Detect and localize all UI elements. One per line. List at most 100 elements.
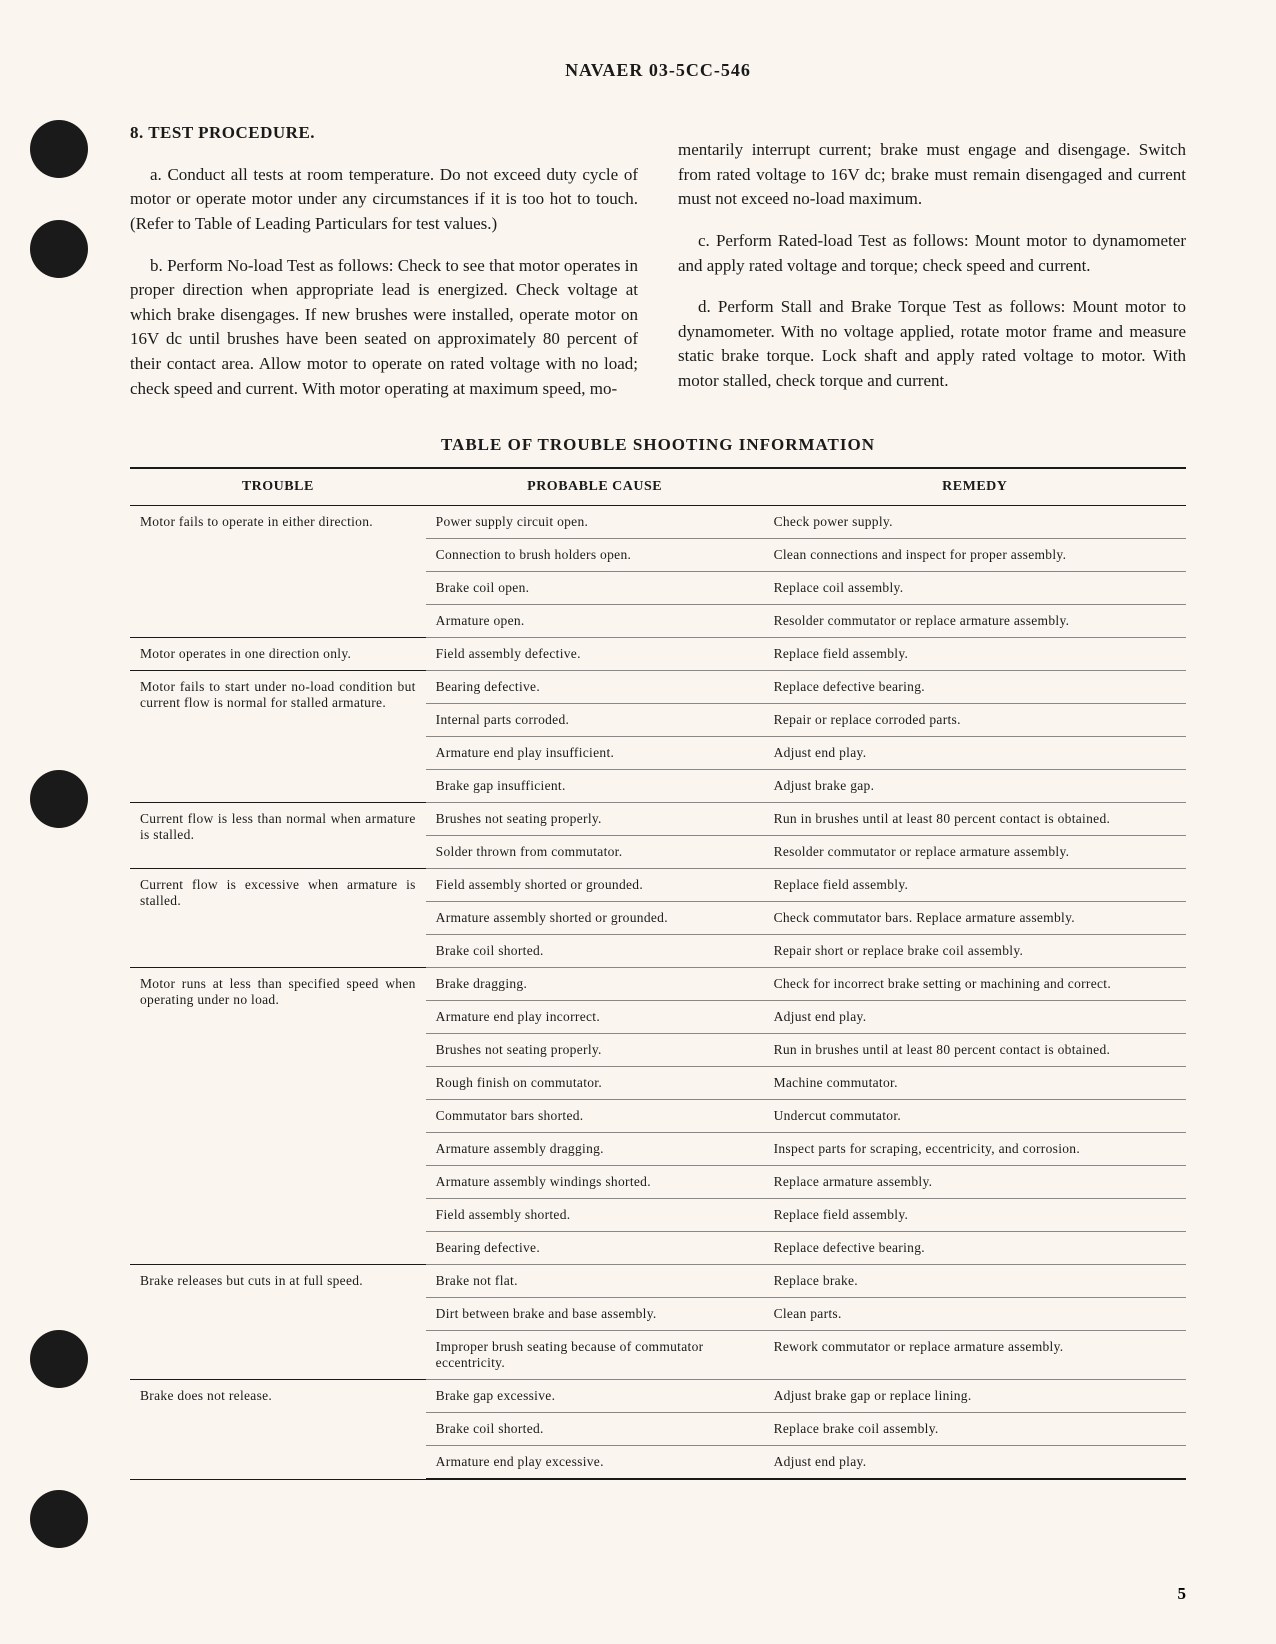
right-column: mentarily interrupt current; brake must … xyxy=(678,121,1186,405)
cause-cell: Rough finish on commutator. xyxy=(426,1067,764,1100)
cause-cell: Brake gap insufficient. xyxy=(426,770,764,803)
cause-cell: Armature open. xyxy=(426,605,764,638)
table-row: Motor fails to operate in either directi… xyxy=(130,506,1186,539)
header-cause: PROBABLE CAUSE xyxy=(426,468,764,506)
remedy-cell: Check commutator bars. Replace armature … xyxy=(764,902,1186,935)
cause-cell: Brake gap excessive. xyxy=(426,1380,764,1413)
binder-hole xyxy=(30,220,88,278)
cause-cell: Armature end play incorrect. xyxy=(426,1001,764,1034)
page-number: 5 xyxy=(1178,1584,1187,1604)
cause-cell: Armature end play excessive. xyxy=(426,1446,764,1480)
paragraph-b-part2: mentarily interrupt current; brake must … xyxy=(678,138,1186,212)
cause-cell: Improper brush seating because of commut… xyxy=(426,1331,764,1380)
cause-cell: Brushes not seating properly. xyxy=(426,803,764,836)
remedy-cell: Replace field assembly. xyxy=(764,869,1186,902)
remedy-cell: Clean connections and inspect for proper… xyxy=(764,539,1186,572)
cause-cell: Armature end play insufficient. xyxy=(426,737,764,770)
header-remedy: REMEDY xyxy=(764,468,1186,506)
table-row: Motor runs at less than specified speed … xyxy=(130,968,1186,1001)
remedy-cell: Replace brake. xyxy=(764,1265,1186,1298)
table-row: Brake does not release.Brake gap excessi… xyxy=(130,1380,1186,1413)
section-number: 8. xyxy=(130,123,144,142)
cause-cell: Armature assembly dragging. xyxy=(426,1133,764,1166)
remedy-cell: Undercut commutator. xyxy=(764,1100,1186,1133)
cause-cell: Bearing defective. xyxy=(426,1232,764,1265)
cause-cell: Armature assembly windings shorted. xyxy=(426,1166,764,1199)
remedy-cell: Replace defective bearing. xyxy=(764,1232,1186,1265)
remedy-cell: Replace coil assembly. xyxy=(764,572,1186,605)
remedy-cell: Adjust brake gap or replace lining. xyxy=(764,1380,1186,1413)
table-row: Motor fails to start under no-load condi… xyxy=(130,671,1186,704)
cause-cell: Dirt between brake and base assembly. xyxy=(426,1298,764,1331)
remedy-cell: Replace armature assembly. xyxy=(764,1166,1186,1199)
binder-hole xyxy=(30,120,88,178)
cause-cell: Power supply circuit open. xyxy=(426,506,764,539)
cause-cell: Field assembly defective. xyxy=(426,638,764,671)
cause-cell: Bearing defective. xyxy=(426,671,764,704)
remedy-cell: Repair short or replace brake coil assem… xyxy=(764,935,1186,968)
trouble-cell: Motor operates in one direction only. xyxy=(130,638,426,671)
paragraph-b-part1: b. Perform No-load Test as follows: Chec… xyxy=(130,254,638,402)
paragraph-a: a. Conduct all tests at room temperature… xyxy=(130,163,638,237)
paragraph-c: c. Perform Rated-load Test as follows: M… xyxy=(678,229,1186,278)
cause-cell: Field assembly shorted. xyxy=(426,1199,764,1232)
remedy-cell: Resolder commutator or replace armature … xyxy=(764,605,1186,638)
remedy-cell: Rework commutator or replace armature as… xyxy=(764,1331,1186,1380)
body-columns: 8. TEST PROCEDURE. a. Conduct all tests … xyxy=(130,121,1186,405)
trouble-cell: Motor runs at less than specified speed … xyxy=(130,968,426,1265)
paragraph-d: d. Perform Stall and Brake Torque Test a… xyxy=(678,295,1186,394)
trouble-cell: Brake does not release. xyxy=(130,1380,426,1480)
cause-cell: Brake not flat. xyxy=(426,1265,764,1298)
document-header: NAVAER 03-5CC-546 xyxy=(130,60,1186,81)
table-header-row: TROUBLE PROBABLE CAUSE REMEDY xyxy=(130,468,1186,506)
cause-cell: Solder thrown from commutator. xyxy=(426,836,764,869)
trouble-cell: Brake releases but cuts in at full speed… xyxy=(130,1265,426,1380)
remedy-cell: Adjust brake gap. xyxy=(764,770,1186,803)
table-title: TABLE OF TROUBLE SHOOTING INFORMATION xyxy=(130,435,1186,455)
remedy-cell: Machine commutator. xyxy=(764,1067,1186,1100)
troubleshooting-table: TROUBLE PROBABLE CAUSE REMEDY Motor fail… xyxy=(130,467,1186,1480)
trouble-cell: Motor fails to start under no-load condi… xyxy=(130,671,426,803)
remedy-cell: Adjust end play. xyxy=(764,1001,1186,1034)
remedy-cell: Check power supply. xyxy=(764,506,1186,539)
trouble-cell: Motor fails to operate in either directi… xyxy=(130,506,426,638)
binder-hole xyxy=(30,1330,88,1388)
cause-cell: Brake coil shorted. xyxy=(426,1413,764,1446)
remedy-cell: Replace defective bearing. xyxy=(764,671,1186,704)
trouble-cell: Current flow is less than normal when ar… xyxy=(130,803,426,869)
remedy-cell: Check for incorrect brake setting or mac… xyxy=(764,968,1186,1001)
cause-cell: Connection to brush holders open. xyxy=(426,539,764,572)
remedy-cell: Replace field assembly. xyxy=(764,638,1186,671)
table-row: Motor operates in one direction only.Fie… xyxy=(130,638,1186,671)
cause-cell: Commutator bars shorted. xyxy=(426,1100,764,1133)
binder-hole xyxy=(30,1490,88,1548)
header-trouble: TROUBLE xyxy=(130,468,426,506)
remedy-cell: Replace brake coil assembly. xyxy=(764,1413,1186,1446)
cause-cell: Brushes not seating properly. xyxy=(426,1034,764,1067)
cause-cell: Internal parts corroded. xyxy=(426,704,764,737)
remedy-cell: Run in brushes until at least 80 percent… xyxy=(764,1034,1186,1067)
remedy-cell: Adjust end play. xyxy=(764,1446,1186,1480)
cause-cell: Brake coil open. xyxy=(426,572,764,605)
table-row: Current flow is excessive when armature … xyxy=(130,869,1186,902)
cause-cell: Brake coil shorted. xyxy=(426,935,764,968)
trouble-cell: Current flow is excessive when armature … xyxy=(130,869,426,968)
remedy-cell: Inspect parts for scraping, eccentricity… xyxy=(764,1133,1186,1166)
table-row: Current flow is less than normal when ar… xyxy=(130,803,1186,836)
document-page: NAVAER 03-5CC-546 8. TEST PROCEDURE. a. … xyxy=(0,0,1276,1644)
remedy-cell: Run in brushes until at least 80 percent… xyxy=(764,803,1186,836)
remedy-cell: Adjust end play. xyxy=(764,737,1186,770)
left-column: 8. TEST PROCEDURE. a. Conduct all tests … xyxy=(130,121,638,405)
cause-cell: Armature assembly shorted or grounded. xyxy=(426,902,764,935)
remedy-cell: Replace field assembly. xyxy=(764,1199,1186,1232)
table-body: Motor fails to operate in either directi… xyxy=(130,506,1186,1480)
cause-cell: Field assembly shorted or grounded. xyxy=(426,869,764,902)
remedy-cell: Resolder commutator or replace armature … xyxy=(764,836,1186,869)
section-heading: 8. TEST PROCEDURE. xyxy=(130,121,638,146)
cause-cell: Brake dragging. xyxy=(426,968,764,1001)
remedy-cell: Repair or replace corroded parts. xyxy=(764,704,1186,737)
remedy-cell: Clean parts. xyxy=(764,1298,1186,1331)
binder-hole xyxy=(30,770,88,828)
section-title: TEST PROCEDURE. xyxy=(148,123,315,142)
table-row: Brake releases but cuts in at full speed… xyxy=(130,1265,1186,1298)
